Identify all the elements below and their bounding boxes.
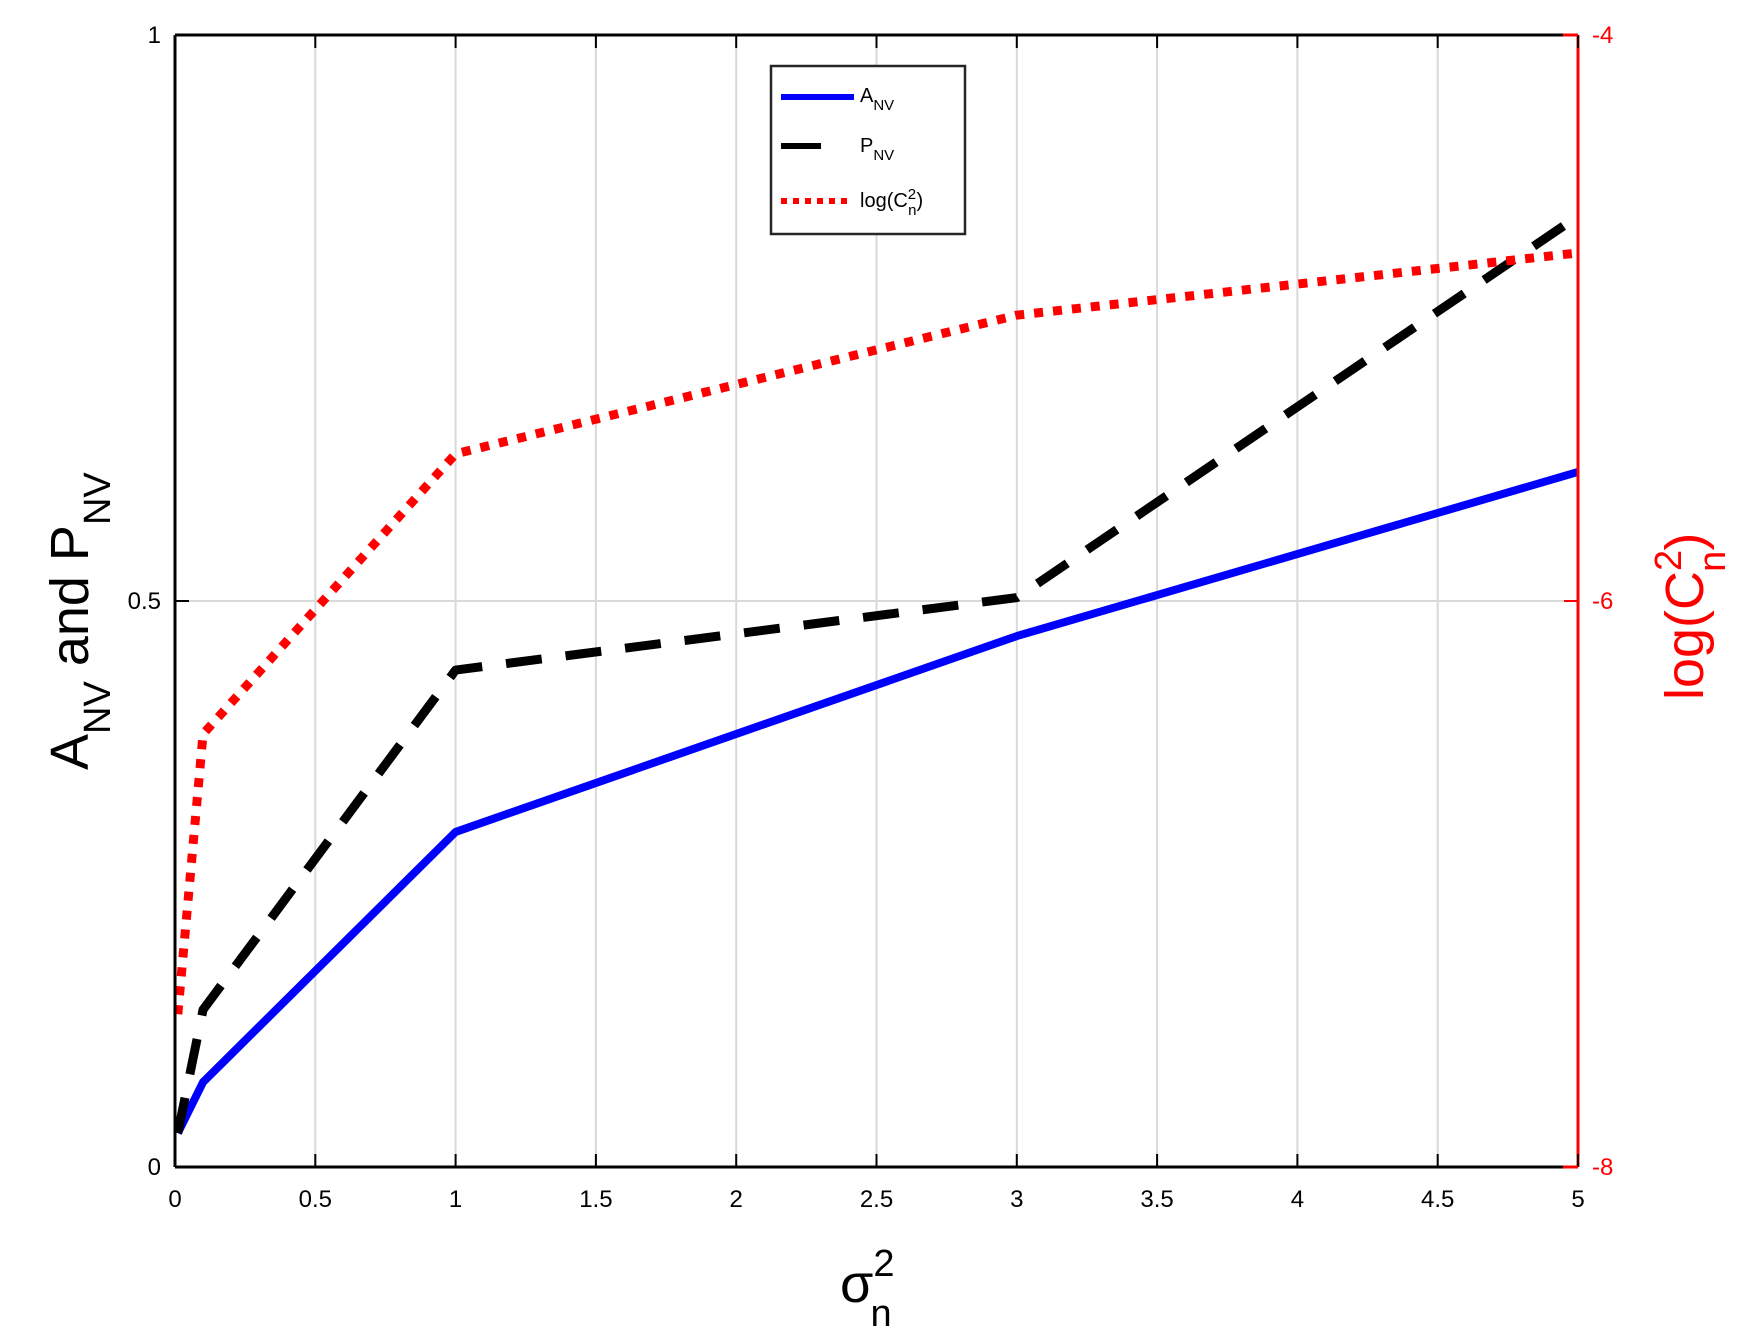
axes bbox=[173, 33, 1580, 1169]
x-tick-label: 1.5 bbox=[579, 1186, 612, 1213]
y-tick-label-right: -4 bbox=[1592, 22, 1613, 49]
legend: ANV PNV log(C2 n) bbox=[769, 64, 967, 236]
x-tick-label: 5 bbox=[1571, 1186, 1584, 1213]
y-tick-label-right: -8 bbox=[1592, 1154, 1613, 1181]
legend-label-p-nv: PNV bbox=[860, 135, 894, 164]
data-series bbox=[173, 212, 1581, 1135]
x-tick-label: 3 bbox=[1010, 1186, 1023, 1213]
x-tick-label: 2 bbox=[730, 1186, 743, 1213]
y-axis-title-right: log(C2n) bbox=[1648, 533, 1734, 700]
tick-labels: 0 0.5 1 1.5 2 2.5 3 3.5 4 4.5 5 0 0.5 1 -8 -6 -4 bbox=[128, 22, 1614, 1213]
y-tick-label-left: 0.5 bbox=[128, 588, 161, 615]
x-tick-label: 4.5 bbox=[1421, 1186, 1454, 1213]
legend-label-log-cn2: log(C2 n) bbox=[860, 186, 923, 219]
x-tick-label: 0 bbox=[168, 1186, 181, 1213]
y-axis-title-left: ANV and PNV bbox=[40, 472, 119, 770]
y-tick-label-right: -6 bbox=[1592, 588, 1613, 615]
series-line bbox=[174, 468, 1580, 1135]
x-tick-label: 3.5 bbox=[1140, 1186, 1173, 1213]
series-line bbox=[173, 212, 1581, 1134]
x-tick-label: 4 bbox=[1291, 1186, 1304, 1213]
x-tick-label: 1 bbox=[449, 1186, 462, 1213]
y-tick-label-left: 1 bbox=[148, 22, 161, 49]
x-axis-title: σ2 n bbox=[840, 1243, 894, 1331]
x-tick-label: 2.5 bbox=[860, 1186, 893, 1213]
y-tick-label-left: 0 bbox=[148, 1154, 161, 1181]
legend-label-a-nv: ANV bbox=[860, 85, 894, 114]
x-tick-label: 0.5 bbox=[299, 1186, 332, 1213]
